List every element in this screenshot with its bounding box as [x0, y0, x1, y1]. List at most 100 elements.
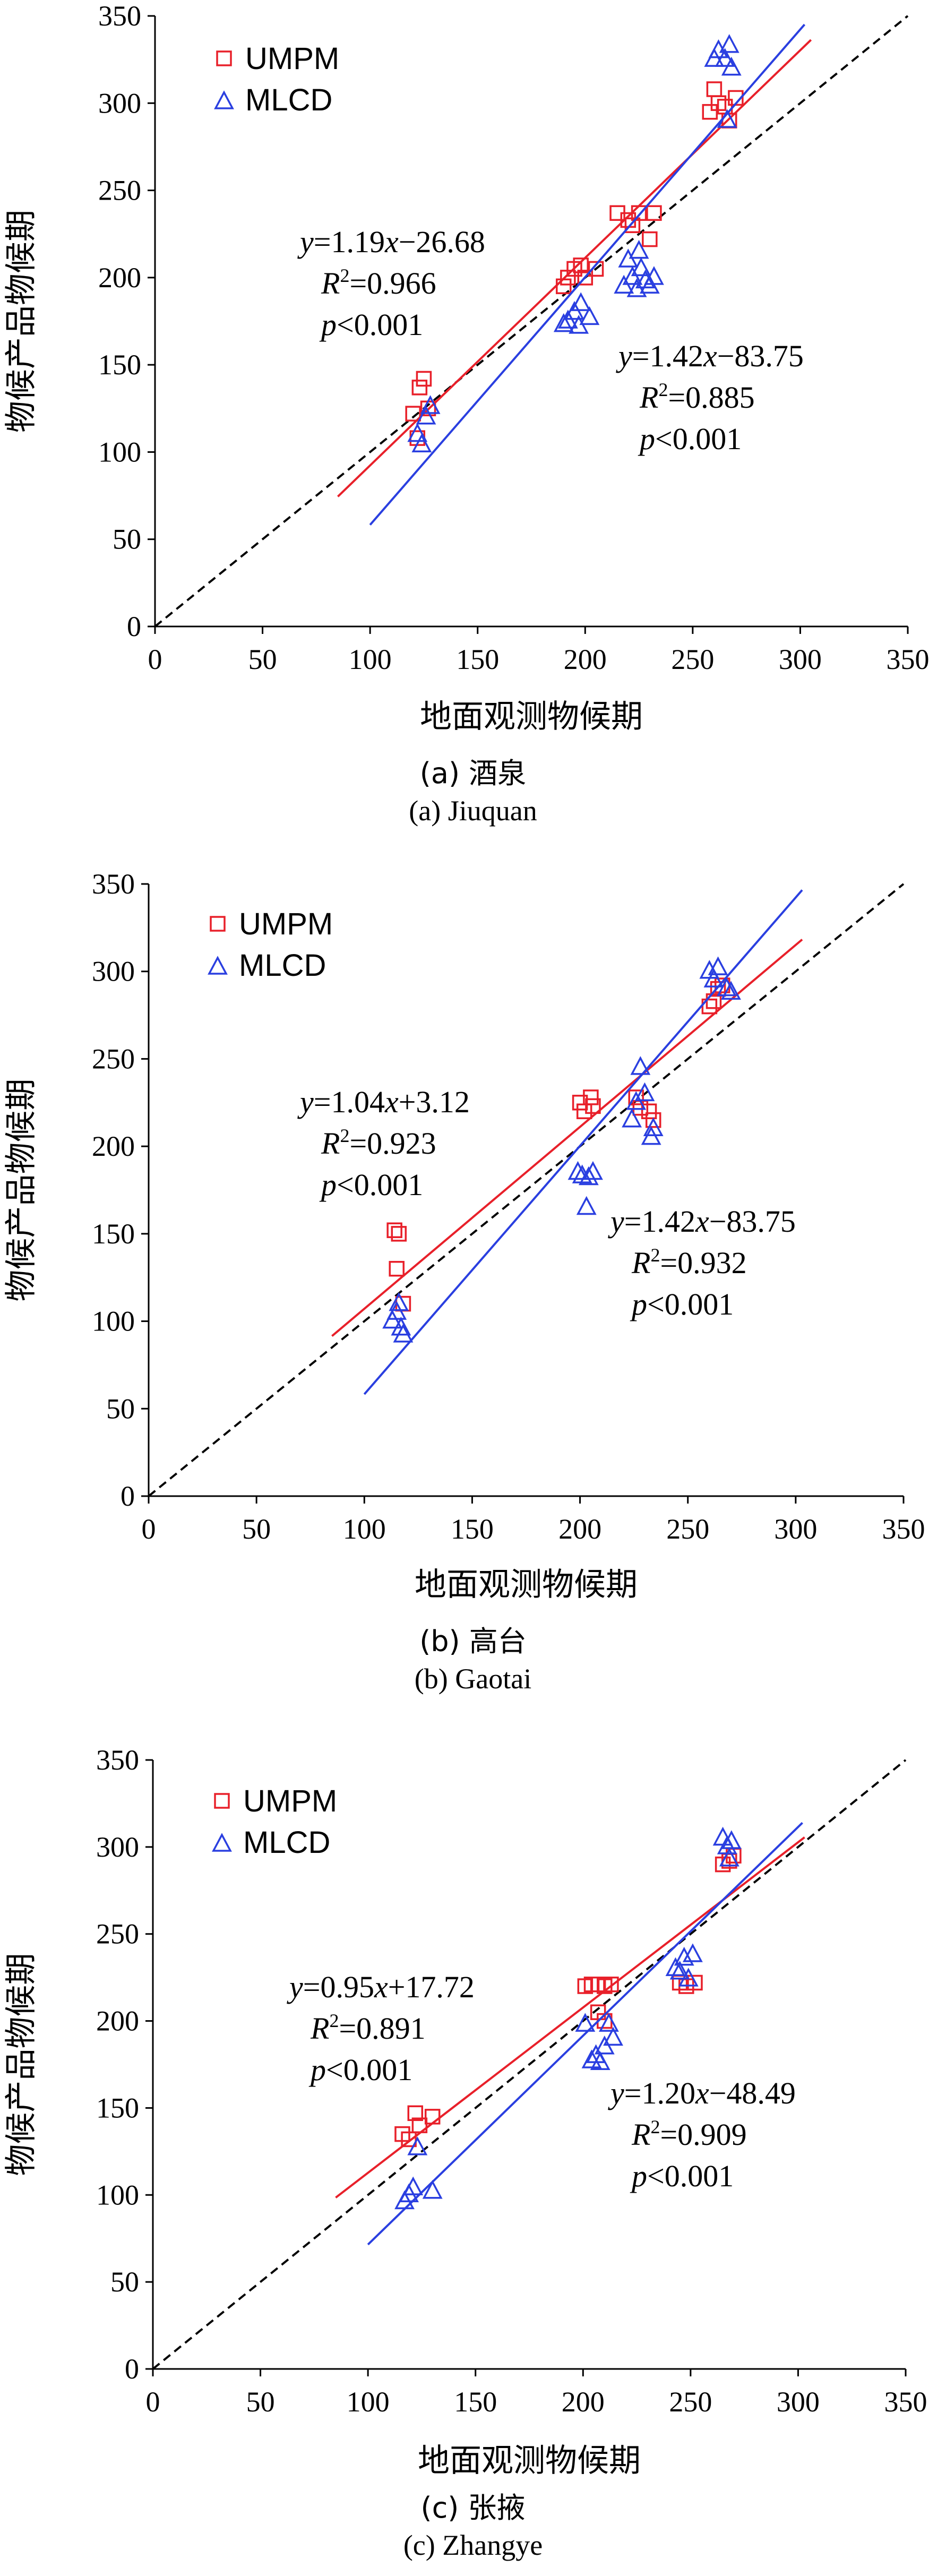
legend-marker-mlcd — [208, 956, 228, 975]
chart-panel-a-point-umpm — [706, 81, 723, 97]
chart-panel-c-series-mlcd — [367, 1822, 803, 2246]
r2-line: R2=0.885 — [639, 379, 755, 415]
chart-panel-b-point-mlcd — [391, 1317, 411, 1336]
chart-panel-c-y-tick-label: 150 — [96, 2092, 139, 2124]
r2-value: =0.891 — [339, 2011, 425, 2046]
chart-panel-a-point-mlcd — [635, 269, 656, 289]
legend-label-mlcd: MLCD — [243, 1825, 330, 1860]
chart-panel-c-x-tick-label: 200 — [562, 2386, 605, 2418]
chart-panel-a-caption-cn: (a) 酒泉 — [420, 757, 526, 790]
chart-panel-c-point-mlcd — [669, 1961, 690, 1980]
r2-superscript: 2 — [340, 1125, 349, 1146]
chart-panel-a-y-tick-label: 250 — [98, 175, 141, 207]
chart-panel-c-y-tick-label: 50 — [110, 2266, 139, 2298]
chart-panel-a-fit-line-mlcd — [369, 23, 806, 526]
chart-panel-c-x-axis-title: 地面观测物候期 — [418, 2442, 641, 2479]
chart-panel-b-fit-line-umpm — [331, 939, 803, 1337]
chart-panel-b: 00 50 50 100 100 150 150 200 200 250 250 300 300 350 3… — [3, 868, 925, 1695]
r2-value: =0.966 — [349, 266, 436, 300]
chart-panel-a-point-mlcd — [721, 56, 742, 76]
chart-panel-c: 00 50 50 100 100 150 150 200 200 250 250 300 300 350 3… — [3, 1744, 927, 2561]
chart-panel-b-caption-en: (b) Gaotai — [415, 1663, 531, 1695]
chart-panel-b-point-mlcd — [576, 1196, 597, 1215]
equation-line: y=1.20x−48.49 — [608, 2076, 796, 2110]
chart-panel-a-point-mlcd — [631, 257, 651, 277]
chart-panel-a-point-umpm — [556, 278, 572, 295]
chart-panel-a-point-umpm — [577, 270, 594, 286]
r2-value: =0.932 — [660, 1246, 746, 1280]
chart-panel-c-point-mlcd — [682, 1943, 703, 1962]
chart-panel-a-point-umpm — [646, 205, 662, 221]
chart-panel-b-y-tick-label: 300 — [92, 956, 135, 988]
chart-panel-a-point-umpm — [416, 371, 432, 387]
chart-panel-b-point-umpm — [391, 1226, 407, 1242]
chart-panel-b-caption-cn: (b) 高台 — [419, 1625, 527, 1658]
equation-part: y — [608, 1204, 624, 1239]
chart-panel-c-y-axis-title: 物候产品物候期 — [3, 1953, 40, 2176]
chart-panel-a-series-mlcd — [369, 23, 806, 526]
chart-panel-c-point-umpm — [424, 2109, 441, 2125]
chart-panel-b-series-umpm — [331, 939, 803, 1337]
chart-panel-a-y-tick-label: 150 — [98, 349, 141, 381]
chart-panel-c-point-umpm — [687, 1974, 703, 1991]
chart-panel-b-point-umpm — [572, 1095, 588, 1111]
chart-panel-b-point-mlcd — [721, 981, 741, 1000]
equation-part: =1.19 — [314, 225, 385, 259]
legend-marker-umpm — [210, 916, 226, 932]
equation-part: x — [703, 339, 717, 373]
chart-panel-b-point-umpm — [386, 1222, 402, 1239]
p-value: <0.001 — [655, 422, 742, 456]
chart-panel-b-point-mlcd — [716, 977, 737, 997]
chart-panel-c-point-mlcd — [674, 1946, 694, 1966]
legend-label-mlcd: MLCD — [239, 948, 326, 983]
equation-part: +17.72 — [388, 1970, 475, 2004]
chart-panel-b-x-tick-label: 50 — [242, 1513, 271, 1545]
chart-panel-c-y-tick-label: 350 — [96, 1744, 139, 1776]
legend-marker-umpm — [216, 50, 232, 66]
p-value: <0.001 — [326, 2053, 412, 2087]
chart-panel-b-point-mlcd — [643, 1117, 664, 1136]
equation-part: x — [695, 1204, 709, 1239]
chart-panel-c-y-tick-label: 250 — [96, 1918, 139, 1950]
chart-panel-a-y-tick-label: 300 — [98, 87, 141, 119]
p-label: p — [630, 1287, 647, 1321]
r2-superscript: 2 — [650, 1244, 660, 1266]
chart-panel-a-x-tick-label: 0 — [148, 643, 162, 675]
chart-panel-a-x-axis-title: 地面观测物候期 — [420, 698, 643, 735]
chart-panel-b-point-mlcd — [634, 1082, 655, 1102]
p-value: <0.001 — [647, 1287, 734, 1321]
p-value: <0.001 — [337, 307, 423, 342]
chart-panel-b-point-umpm — [576, 1103, 592, 1120]
chart-panel-a-point-umpm — [573, 257, 589, 273]
chart-panel-c-equation-umpm: y=0.95x+17.72 R2=0.891 p<0.001 — [287, 1970, 475, 2087]
equation-part: =1.20 — [624, 2076, 695, 2110]
chart-panel-a-y-tick-label: 0 — [127, 611, 141, 642]
chart-panel-a-point-umpm — [405, 406, 421, 422]
p-label: p — [319, 307, 337, 342]
chart-panel-b-point-umpm — [641, 1103, 657, 1120]
chart-panel-b-y-tick-label: 0 — [121, 1480, 135, 1512]
chart-panel-b-y-tick-label: 250 — [92, 1043, 135, 1075]
chart-panel-a-point-mlcd — [407, 423, 428, 442]
r2-line: R2=0.891 — [310, 2010, 426, 2046]
chart-panel-b-point-umpm — [628, 1089, 644, 1105]
r2-superscript: 2 — [329, 2010, 339, 2031]
chart-panel-c-point-mlcd — [678, 1968, 699, 1987]
chart-panel-b-y-tick-label: 200 — [92, 1130, 135, 1162]
chart-panel-b-point-mlcd — [630, 1056, 651, 1075]
chart-panel-a-point-umpm — [588, 261, 604, 277]
chart-panel-c-point-mlcd — [422, 2180, 443, 2199]
equation-part: y — [297, 225, 314, 259]
p-line: p<0.001 — [308, 2053, 412, 2087]
legend-label-umpm: UMPM — [239, 907, 333, 941]
r2-value: =0.885 — [668, 380, 754, 415]
chart-panel-b-point-umpm — [585, 1098, 601, 1114]
chart-panel-c-x-tick-label: 150 — [454, 2386, 497, 2418]
chart-panel-c-point-mlcd — [575, 2013, 596, 2032]
chart-panel-b-x-tick-label: 200 — [558, 1513, 601, 1545]
chart-panel-c-x-tick-label: 0 — [146, 2386, 160, 2418]
chart-panel-a-x-tick-label: 150 — [456, 643, 499, 675]
chart-panel-b-x-tick-label: 250 — [666, 1513, 709, 1545]
chart-panel-c-point-mlcd — [665, 1957, 686, 1977]
chart-panel-b-point-umpm — [583, 1089, 599, 1105]
